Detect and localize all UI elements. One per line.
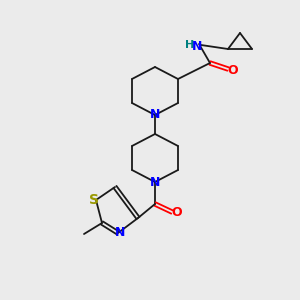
Text: O: O (172, 206, 182, 220)
Text: N: N (150, 176, 160, 188)
Text: H: H (185, 40, 195, 50)
Text: N: N (115, 226, 125, 239)
Text: N: N (150, 109, 160, 122)
Text: S: S (89, 193, 99, 207)
Text: N: N (192, 40, 202, 52)
Text: O: O (228, 64, 238, 76)
